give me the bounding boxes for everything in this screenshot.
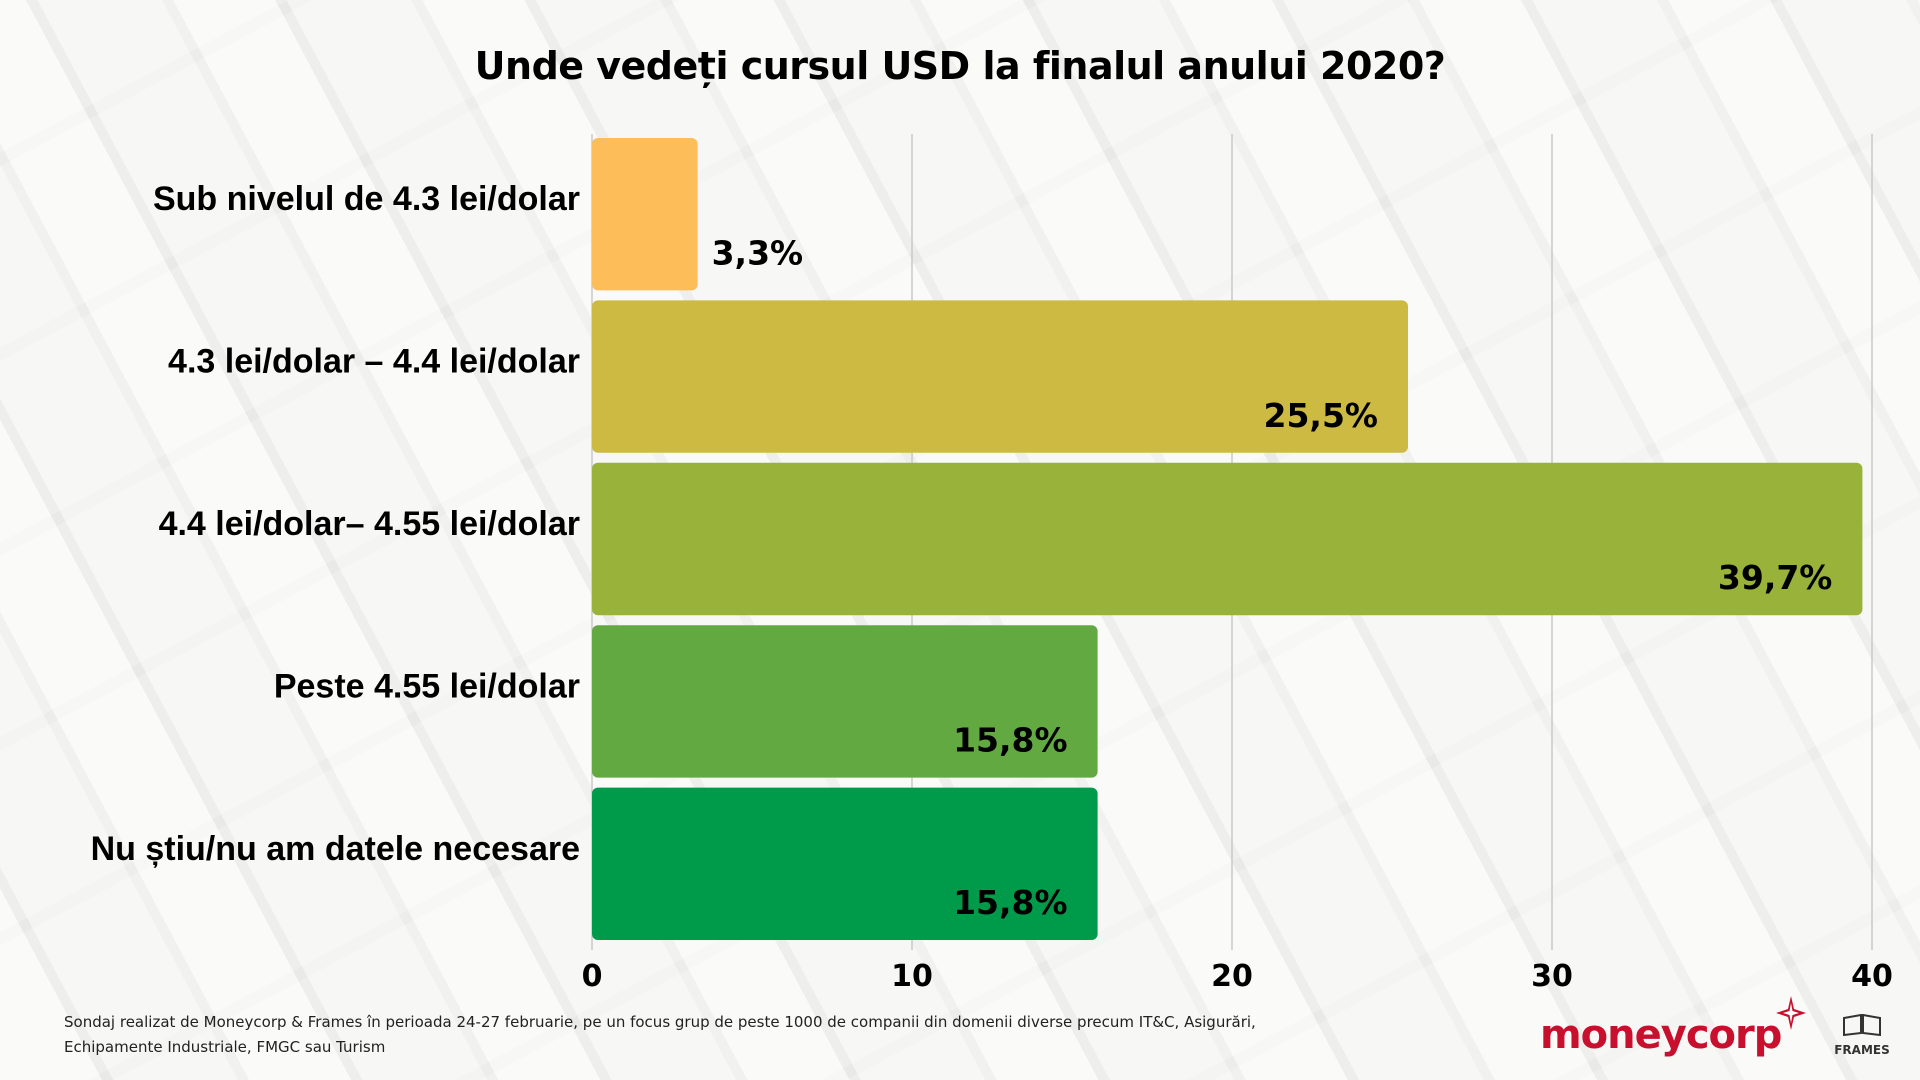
value-label-5: 15,8% [953,883,1068,922]
star-icon [1776,996,1806,1030]
category-label-2: 4.3 lei/dolar – 4.4 lei/dolar [168,343,580,381]
category-label-5: Nu știu/nu am datele necesare [91,830,580,868]
moneycorp-logo: moneycorp [1540,1012,1782,1058]
frames-logo: FRAMES [1830,1013,1894,1060]
frames-book-icon [1843,1013,1881,1037]
bar-5 [592,787,1098,940]
value-label-4: 15,8% [953,721,1068,760]
category-label-3: 4.4 lei/dolar– 4.55 lei/dolar [159,505,580,543]
bar-2 [592,300,1408,453]
x-tick-label-20: 20 [1211,959,1253,994]
x-tick-label-30: 30 [1531,959,1573,994]
bar-1 [592,138,698,291]
bar-3 [592,462,1863,616]
x-tick-label-0: 0 [582,959,603,994]
bar-4 [592,625,1098,778]
value-label-2: 25,5% [1264,396,1379,435]
chart-title: Unde vedeți cursul USD la finalul anului… [474,44,1446,88]
value-label-3: 39,7% [1718,558,1833,597]
value-label-1: 3,3% [712,233,804,272]
footnote: Sondaj realizat de Moneycorp & Frames în… [64,1013,1256,1056]
category-label-1: Sub nivelul de 4.3 lei/dolar [153,180,580,218]
category-label-4: Peste 4.55 lei/dolar [274,667,580,705]
x-tick-label-40: 40 [1851,959,1893,994]
x-tick-label-10: 10 [891,959,933,994]
frames-logo-text: FRAMES [1834,1043,1890,1057]
bar-chart: Sub nivelul de 4.3 lei/dolar 3,3% 4.3 lei/… [91,134,1893,994]
